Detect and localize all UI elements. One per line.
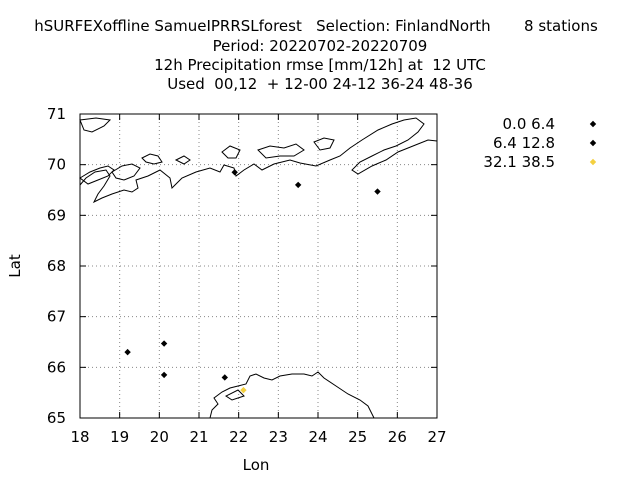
station-point-series-0-3: [124, 348, 131, 356]
x-tick-label: 18: [70, 428, 89, 446]
data-points: [124, 169, 381, 394]
station-point-series-0-5: [160, 371, 168, 379]
x-tick-label: 27: [427, 428, 446, 446]
grid-lines: [80, 114, 437, 418]
island-6: [257, 143, 305, 159]
coastline-north: [79, 117, 438, 204]
x-tick-label: 24: [308, 428, 327, 446]
island-8: [79, 117, 112, 133]
island-1: [79, 165, 115, 185]
x-tick-label: 19: [110, 428, 129, 446]
chart-title-line-2: Period: 20220702-20220709: [212, 37, 428, 55]
x-axis-ticks: 18 19 20 21 22 23 24 25 26 27: [70, 114, 447, 446]
legend-label-1: 6.4 12.8: [493, 134, 555, 152]
x-tick-label: 22: [229, 428, 248, 446]
y-tick-label: 71: [47, 105, 66, 123]
legend: 0.0 6.46.4 12.832.1 38.5: [483, 115, 597, 171]
plot-frame: [79, 113, 438, 419]
y-tick-label: 65: [47, 409, 66, 427]
coastline-map: [79, 117, 438, 419]
station-point-series-0-1: [294, 181, 302, 189]
island-2: [111, 163, 141, 181]
x-tick-label: 26: [388, 428, 407, 446]
station-point-series-0-0: [231, 169, 238, 176]
legend-marker-2: [589, 158, 597, 166]
chart-title-line-4: Used 00,12 + 12-00 24-12 36-24 48-36: [167, 75, 473, 93]
island-3: [141, 153, 163, 165]
legend-label-2: 32.1 38.5: [483, 153, 555, 171]
x-axis-label: Lon: [243, 456, 270, 474]
y-tick-label: 66: [47, 358, 66, 376]
y-axis-label: Lat: [6, 254, 24, 278]
island-7: [313, 137, 335, 151]
legend-label-0: 0.0 6.4: [503, 115, 555, 133]
legend-marker-0: [589, 120, 597, 128]
station-point-series-0-6: [221, 374, 228, 381]
station-point-series-2-0: [240, 386, 247, 394]
y-tick-label: 69: [47, 206, 66, 224]
y-tick-label: 68: [47, 257, 66, 275]
x-tick-label: 20: [150, 428, 169, 446]
x-tick-label: 25: [348, 428, 367, 446]
chart-title-line-3: 12h Precipitation rmse [mm/12h] at 12 UT…: [154, 56, 486, 74]
y-tick-label: 67: [47, 308, 66, 326]
station-point-series-0-4: [160, 340, 168, 347]
island-4: [174, 155, 191, 165]
chart-title-line-1: hSURFEXoffline SamueIPRRSLforest Selecti…: [34, 17, 598, 35]
x-tick-label: 21: [189, 428, 208, 446]
coastline-south: [209, 371, 375, 419]
y-tick-label: 70: [47, 156, 66, 174]
y-axis-ticks: 65 66 67 68 69 70 71: [47, 105, 437, 427]
island-5: [221, 145, 241, 159]
station-point-series-0-2: [374, 188, 381, 195]
x-tick-label: 23: [269, 428, 288, 446]
coastline-south-inlet: [225, 389, 245, 401]
legend-marker-1: [589, 139, 597, 147]
